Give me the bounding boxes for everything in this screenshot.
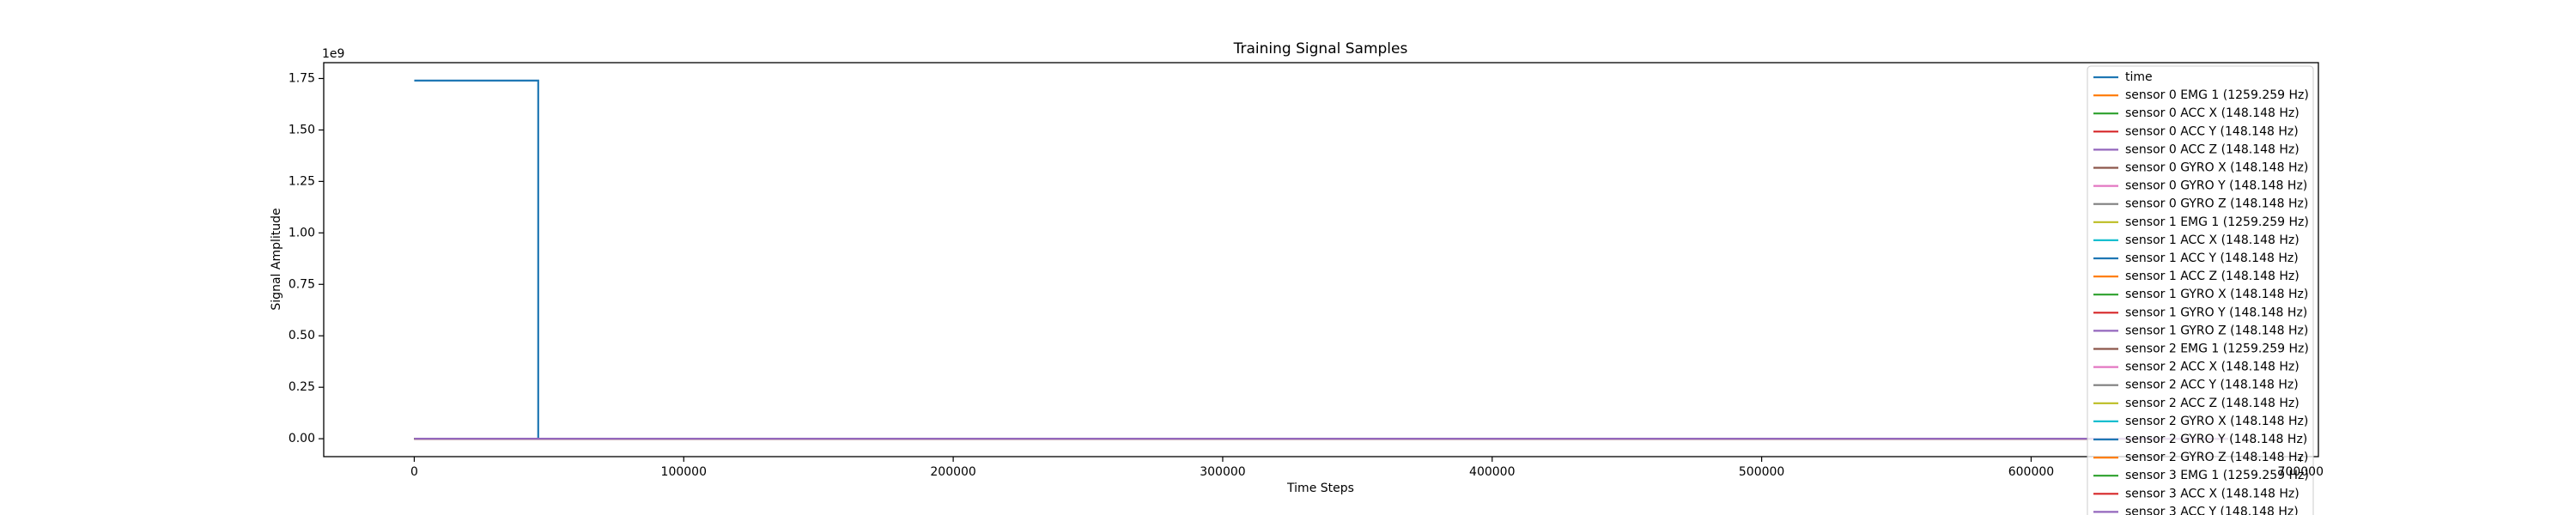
legend-label: sensor 2 ACC Y (148.148 Hz) [2125,379,2299,392]
legend-label: sensor 0 ACC Y (148.148 Hz) [2125,124,2299,138]
y-tick-label: 1.75 [289,71,315,85]
legend-label: sensor 0 EMG 1 (1259.259 Hz) [2125,88,2309,102]
y-tick-label: 0.50 [289,329,315,342]
legend-label: sensor 1 GYRO Y (148.148 Hz) [2125,306,2307,319]
x-tick-label: 300000 [1200,465,1245,479]
legend-label: sensor 2 GYRO Y (148.148 Hz) [2125,433,2307,446]
legend-label: sensor 2 ACC Z (148.148 Hz) [2125,397,2300,410]
legend: time sensor 0 EMG 1 (1259.259 Hz) sensor 0… [2087,65,2314,515]
legend-label: sensor 2 ACC X (148.148 Hz) [2125,360,2300,374]
plot-area [414,79,2228,440]
legend-label: sensor 0 ACC Z (148.148 Hz) [2125,142,2300,156]
x-tick-label: 0 [410,465,418,479]
legend-label: sensor 0 ACC X (148.148 Hz) [2125,106,2300,120]
legend-label: sensor 1 GYRO Z (148.148 Hz) [2125,324,2308,337]
y-tick-label: 0.25 [289,380,315,394]
x-tick-label: 600000 [2008,465,2054,479]
y-tick-label: 1.00 [289,226,315,239]
legend-label: sensor 3 ACC X (148.148 Hz) [2125,487,2300,500]
legend-label: sensor 2 EMG 1 (1259.259 Hz) [2125,342,2309,356]
y-offset-label: 1e9 [322,47,344,61]
legend-label: sensor 1 ACC Y (148.148 Hz) [2125,251,2299,265]
series-line [414,79,2228,440]
legend-label: sensor 0 GYRO Y (148.148 Hz) [2125,179,2307,193]
x-tick-label: 200000 [930,465,975,479]
legend-label: sensor 1 EMG 1 (1259.259 Hz) [2125,215,2309,229]
x-tick-label: 400000 [1469,465,1515,479]
y-tick-label: 1.50 [289,123,315,136]
y-tick-label: 0.00 [289,432,315,445]
x-tick-label: 500000 [1739,465,1784,479]
axes-frame [323,62,2319,457]
legend-box [2087,65,2314,515]
y-axis-label: Signal Amplitude [270,208,283,310]
x-tick-label: 700000 [2278,465,2324,479]
legend-label: time [2125,70,2153,84]
legend-label: sensor 1 GYRO X (148.148 Hz) [2125,288,2308,301]
legend-label: sensor 3 ACC Y (148.148 Hz) [2125,505,2299,515]
y-tick-label: 0.75 [289,277,315,291]
legend-label: sensor 0 GYRO Z (148.148 Hz) [2125,197,2308,211]
legend-label: sensor 3 EMG 1 (1259.259 Hz) [2125,469,2309,482]
x-tick-label: 100000 [661,465,707,479]
y-tick-label: 1.25 [289,174,315,188]
legend-label: sensor 2 GYRO Z (148.148 Hz) [2125,451,2308,464]
x-axis-label: Time Steps [1286,482,1354,495]
chart-title: Training Signal Samples [1233,40,1408,58]
legend-label: sensor 2 GYRO X (148.148 Hz) [2125,415,2308,428]
legend-label: sensor 1 ACC Z (148.148 Hz) [2125,270,2300,283]
legend-label: sensor 1 ACC X (148.148 Hz) [2125,233,2300,247]
legend-label: sensor 0 GYRO X (148.148 Hz) [2125,161,2308,175]
